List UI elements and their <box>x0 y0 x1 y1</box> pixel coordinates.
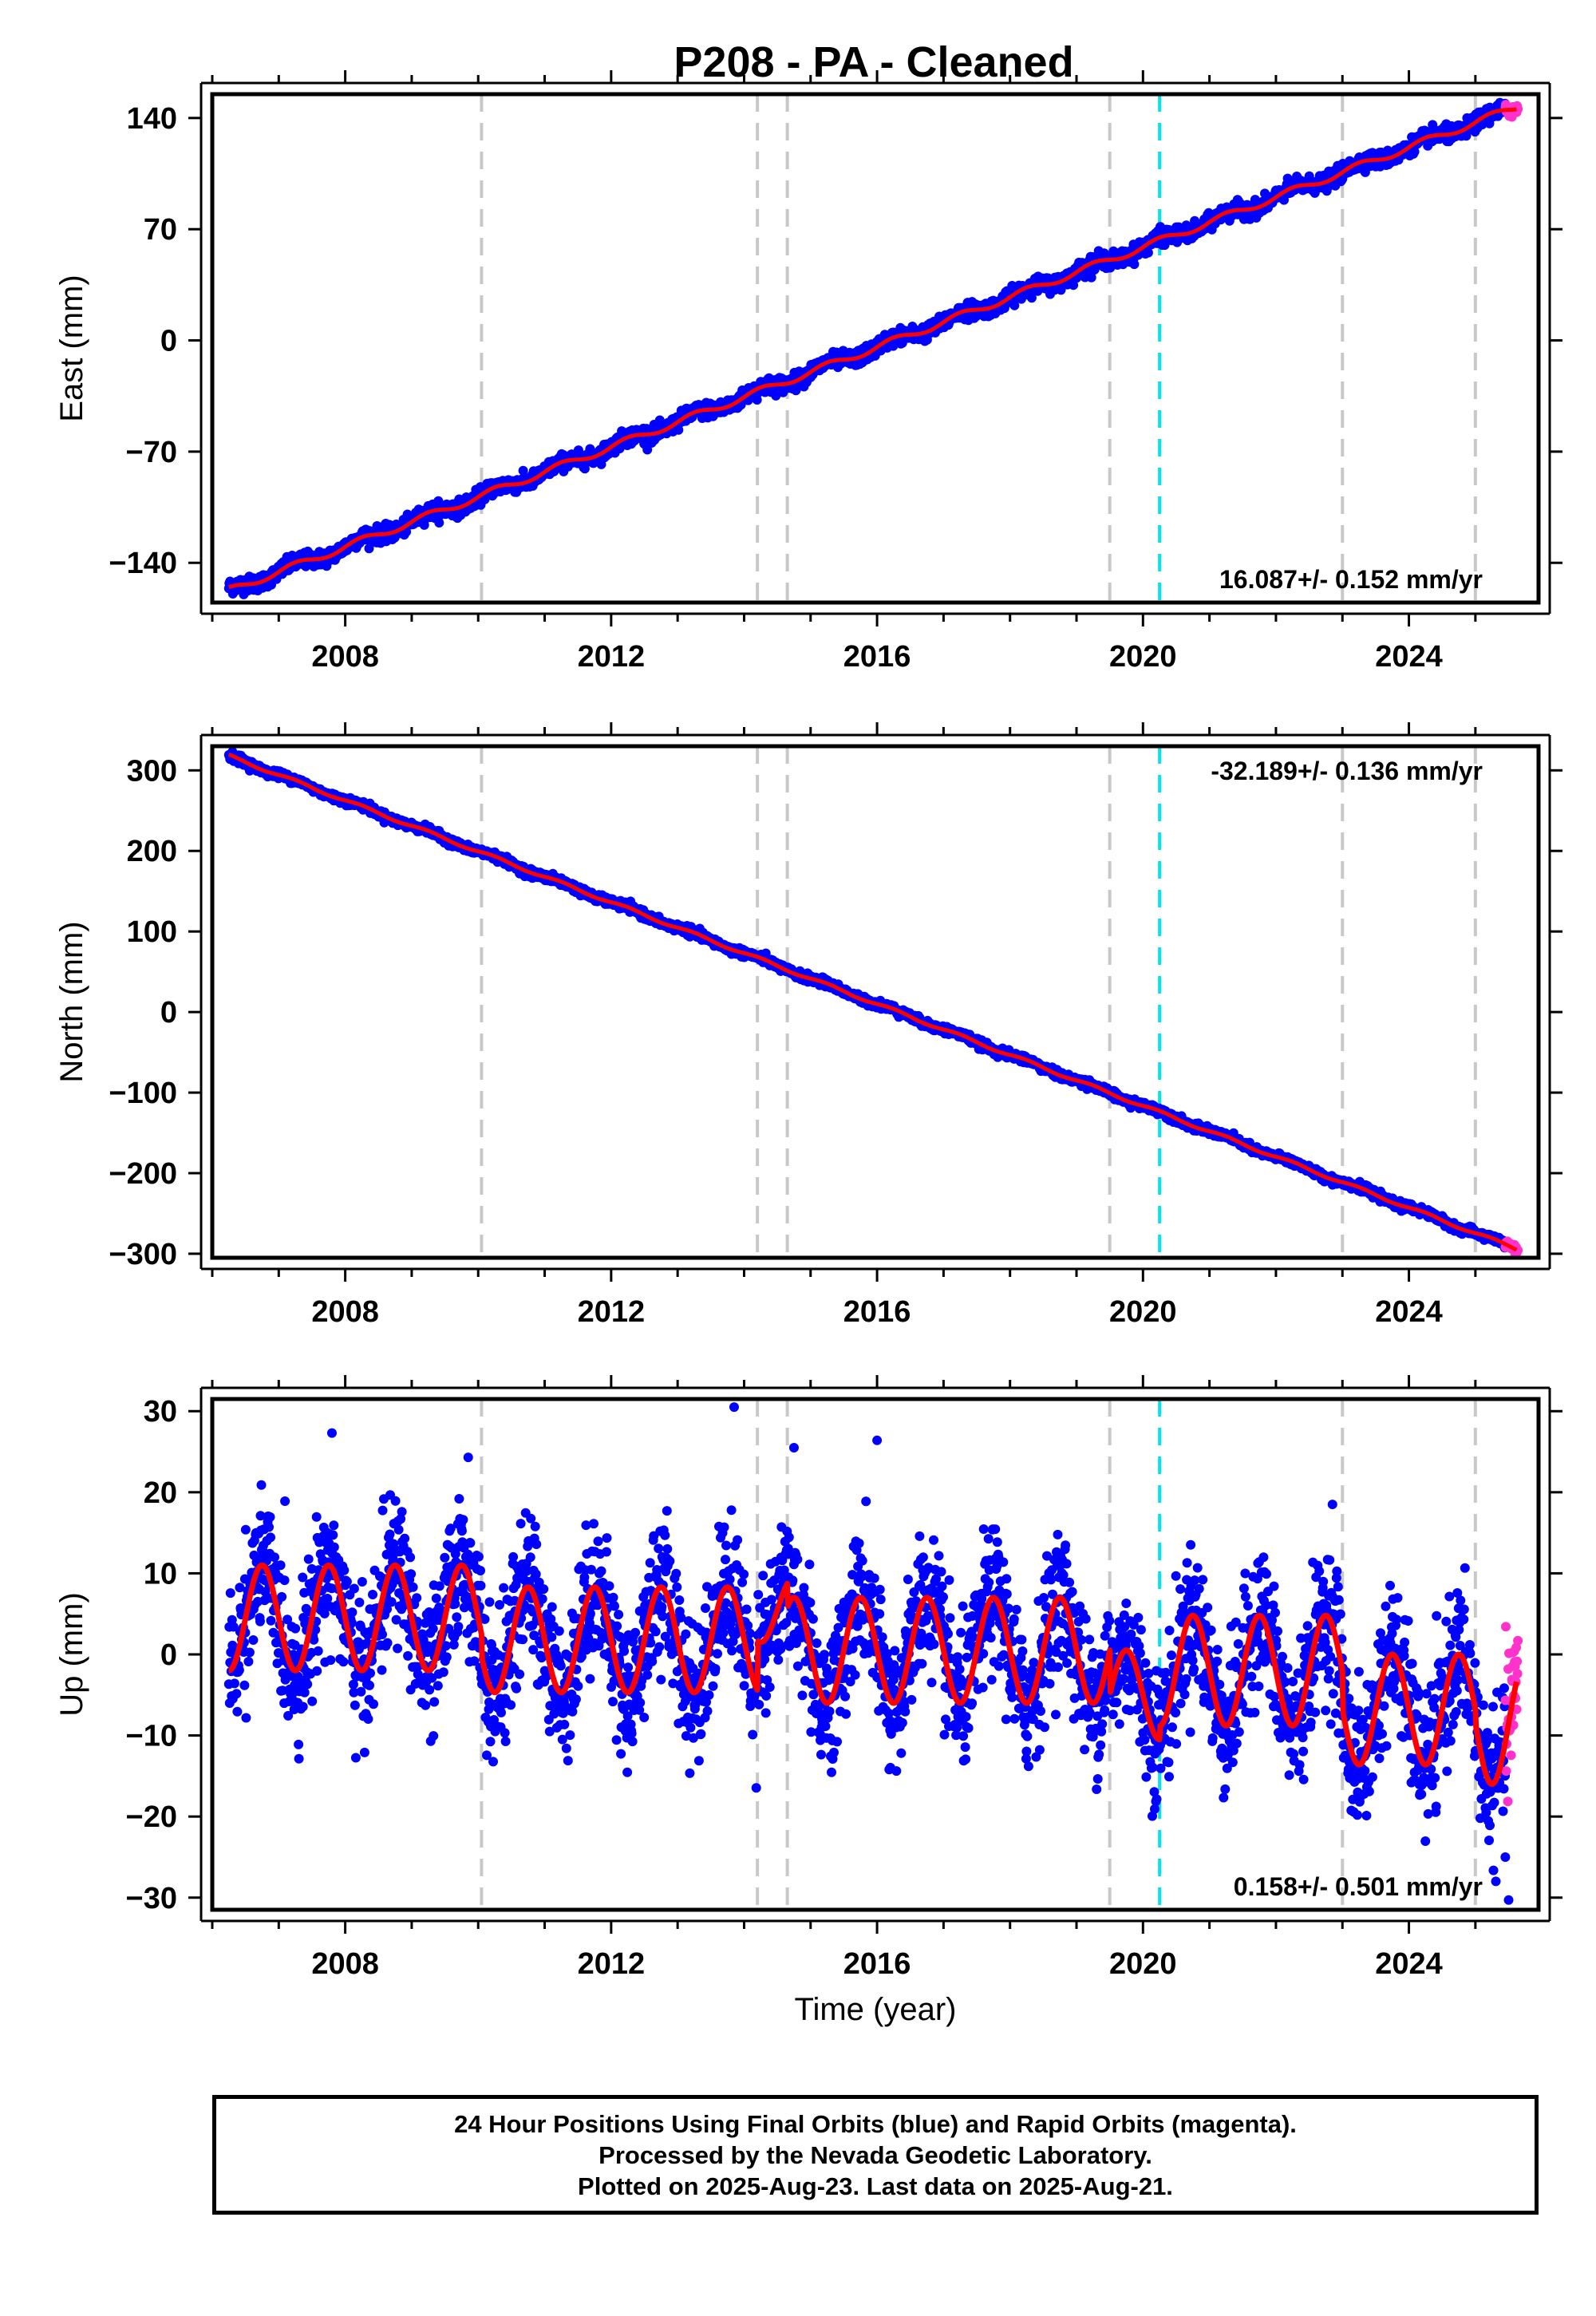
x-tick-label: 2016 <box>843 640 911 674</box>
final-orbit-point <box>419 520 429 530</box>
x-tick-label: 2008 <box>311 640 379 674</box>
x-tick-label: 2020 <box>1109 640 1177 674</box>
y-tick-label: 0 <box>160 325 177 358</box>
y-tick-label: 70 <box>144 213 177 247</box>
plot-area <box>223 94 1523 603</box>
x-tick-label: 2024 <box>1375 640 1443 674</box>
y-axis-label: East (mm) <box>54 275 89 421</box>
final-orbit-point <box>642 445 653 455</box>
final-orbit-point <box>434 518 444 528</box>
rate-annotation: 16.087+/- 0.152 mm/yr <box>1219 565 1483 594</box>
model-fit-line <box>227 107 1519 590</box>
y-tick-label: 140 <box>127 102 177 136</box>
y-tick-label: −70 <box>126 436 177 469</box>
final-orbit-point <box>518 465 528 476</box>
x-tick-label: 2012 <box>578 640 646 674</box>
east-panel: 2008 2012 2016 2020 2024 −140 −70 0 70 140 East (m… <box>54 70 1562 674</box>
final-orbit-point <box>1143 247 1153 258</box>
y-tick-label: −140 <box>109 547 177 580</box>
plot-area <box>223 746 1523 1258</box>
chart-title: P208 - PA - Cleaned <box>674 38 1073 86</box>
north-panel: 2008 2012 2016 2020 2024−300−200−10001002003… <box>54 722 1562 1329</box>
